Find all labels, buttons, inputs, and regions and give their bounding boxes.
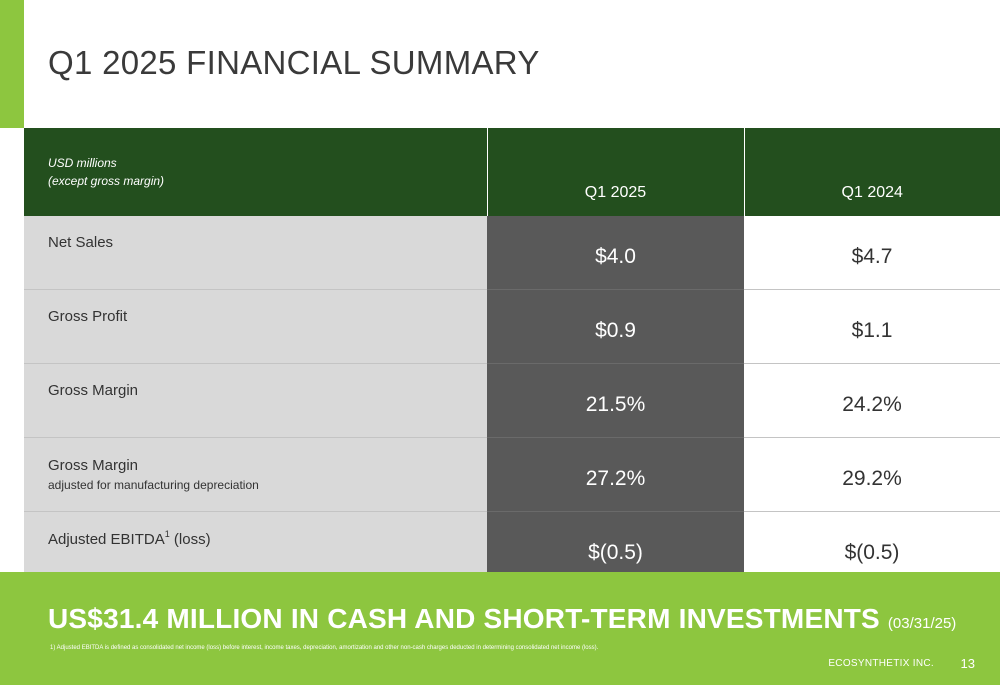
accent-bar: [0, 0, 24, 128]
row-label-text: Adjusted EBITDA1 (loss): [48, 528, 211, 548]
table-header-row: USD millions (except gross margin) Q1 20…: [24, 128, 1000, 216]
table-row-gross-profit: Gross Profit $0.9 $1.1: [24, 289, 1000, 364]
value-q1-2024: $1.1: [744, 289, 1000, 364]
value-q1-2024: 29.2%: [744, 437, 1000, 512]
value-q1-2025: 21.5%: [487, 363, 744, 438]
value-q1-2024: $4.7: [744, 216, 1000, 290]
value-q1-2024: 24.2%: [744, 363, 1000, 438]
column-header-q1-2025: Q1 2025: [486, 128, 744, 216]
row-label: Gross Profit: [24, 289, 487, 364]
value-text: $(0.5): [844, 540, 900, 564]
page-number: 13: [960, 656, 975, 671]
row-sublabel: adjusted for manufacturing depreciation: [48, 478, 259, 492]
unit-line-1: USD millions: [48, 156, 117, 170]
cash-highlight-date: (03/31/25): [887, 615, 957, 632]
row-label: Net Sales: [24, 216, 487, 290]
value-q1-2025: $0.9: [487, 289, 744, 364]
value-text: $0.9: [595, 318, 636, 342]
value-q1-2025: $4.0: [487, 216, 744, 290]
value-text: $1.1: [851, 318, 893, 342]
value-q1-2025: 27.2%: [487, 437, 744, 512]
footnote-marker: 1: [164, 528, 170, 539]
row-label: Gross Margin: [24, 363, 487, 438]
unit-note: USD millions (except gross margin): [24, 128, 487, 216]
column-header-q1-2024: Q1 2024: [743, 128, 1000, 216]
row-label-text: Gross Margin: [48, 382, 139, 399]
footnote: 1) Adjusted EBITDA is defined as consoli…: [50, 645, 599, 651]
table-row-adjusted-gross-margin: Gross Margin adjusted for manufacturing …: [24, 437, 1000, 512]
value-text: 29.2%: [842, 466, 902, 490]
table-row-gross-margin: Gross Margin 21.5% 24.2%: [24, 363, 1000, 438]
value-text: 27.2%: [585, 466, 646, 490]
company-name: ECOSYNTHETIX INC.: [828, 658, 934, 669]
row-label-main: Adjusted EBITDA: [48, 530, 165, 548]
value-text: 24.2%: [842, 392, 902, 416]
cash-highlight: US$31.4 MILLION IN CASH AND SHORT-TERM I…: [48, 603, 956, 635]
bottom-highlight-band: US$31.4 MILLION IN CASH AND SHORT-TERM I…: [0, 572, 1000, 685]
financial-summary-table: USD millions (except gross margin) Q1 20…: [24, 128, 1000, 585]
value-text: $4.7: [851, 244, 893, 268]
unit-line-2: (except gross margin): [48, 174, 165, 188]
row-label-text: Gross Margin: [48, 457, 139, 474]
value-text: 21.5%: [585, 392, 646, 416]
table-row-adjusted-ebitda: Adjusted EBITDA1 (loss) $(0.5) $(0.5): [24, 511, 1000, 585]
row-label-text: Net Sales: [48, 234, 114, 251]
page-title: Q1 2025 FINANCIAL SUMMARY: [48, 44, 540, 81]
row-label-text: Gross Profit: [48, 308, 128, 325]
cash-highlight-text: US$31.4 MILLION IN CASH AND SHORT-TERM I…: [48, 603, 880, 634]
value-text: $(0.5): [588, 540, 643, 564]
value-text: $4.0: [595, 244, 636, 268]
table-row-net-sales: Net Sales $4.0 $4.7: [24, 216, 1000, 290]
row-label-suffix: (loss): [169, 530, 211, 548]
row-label: Gross Margin adjusted for manufacturing …: [24, 437, 487, 512]
